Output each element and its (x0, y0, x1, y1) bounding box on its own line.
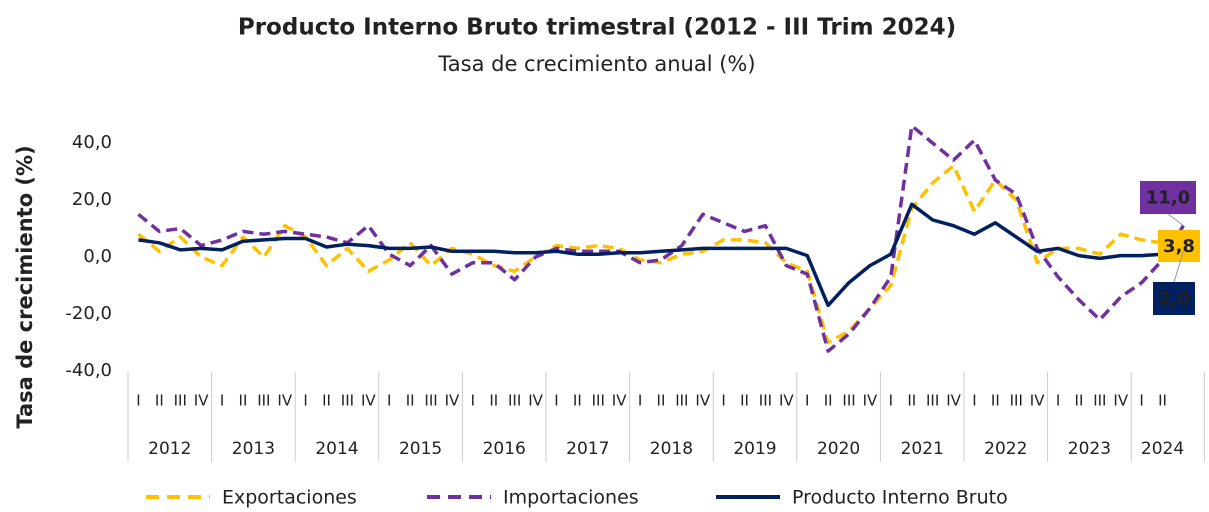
label-leader (1167, 213, 1184, 227)
legend-label: Importaciones (503, 487, 639, 509)
value-label-box (1158, 230, 1200, 262)
value-label-box (1153, 282, 1195, 315)
x-tick-label: IV (863, 392, 878, 410)
series-line (137, 164, 1184, 345)
year-label: 2012 (148, 439, 191, 459)
x-tick-label: II (1158, 392, 1167, 410)
x-tick-label: II (573, 392, 582, 410)
x-tick-label: IV (1030, 392, 1045, 410)
x-tick-label: III (508, 392, 521, 410)
value-label: 11,0 (1146, 188, 1190, 209)
x-tick-label: I (471, 392, 475, 410)
x-tick-label: III (424, 392, 437, 410)
x-tick-label: I (220, 392, 224, 410)
series-line (137, 124, 1185, 353)
x-tick-label: III (257, 392, 270, 410)
x-tick-label: IV (695, 392, 710, 410)
y-tick-label: 20,0 (72, 189, 112, 210)
x-tick-label: II (657, 392, 666, 410)
chart-title: Producto Interno Bruto trimestral (2012 … (238, 15, 956, 41)
y-axis-label: Tasa de crecimiento (%) (13, 145, 37, 428)
x-tick-label: II (740, 392, 749, 410)
x-tick-label: I (303, 392, 307, 410)
x-tick-label: IV (528, 392, 543, 410)
chart-subtitle: Tasa de crecimiento anual (%) (437, 52, 755, 76)
x-tick-label: II (322, 392, 331, 410)
year-label: 2019 (733, 439, 776, 459)
x-tick-label: II (489, 392, 498, 410)
x-tick-label: IV (779, 392, 794, 410)
x-tick-label: IV (946, 392, 961, 410)
value-label: 3,8 (1163, 236, 1195, 257)
x-tick-label: II (239, 392, 248, 410)
x-tick-label: III (341, 392, 354, 410)
x-tick-label: I (972, 392, 976, 410)
x-tick-label: I (889, 392, 893, 410)
x-tick-label: IV (194, 392, 209, 410)
x-tick-label: II (907, 392, 916, 410)
year-label: 2024 (1141, 439, 1184, 459)
y-tick-label: 40,0 (72, 132, 112, 153)
x-tick-label: II (1075, 392, 1084, 410)
x-tick-label: I (805, 392, 809, 410)
year-label: 2018 (650, 439, 693, 459)
x-tick-label: II (406, 392, 415, 410)
x-tick-label: I (1056, 392, 1060, 410)
year-label: 2016 (483, 439, 526, 459)
x-tick-label: I (387, 392, 391, 410)
value-label-box (1140, 181, 1196, 214)
y-tick-label: 0,0 (83, 246, 112, 267)
x-tick-label: II (991, 392, 1000, 410)
legend-label: Exportaciones (222, 487, 357, 509)
x-tick-label: III (759, 392, 772, 410)
x-tick-label: II (155, 392, 164, 410)
x-tick-label: III (1010, 392, 1023, 410)
series-line (138, 202, 1184, 308)
x-tick-label: I (554, 392, 558, 410)
x-tick-label: IV (445, 392, 460, 410)
year-label: 2023 (1068, 439, 1111, 459)
x-tick-label: IV (612, 392, 627, 410)
x-tick-label: IV (1113, 392, 1128, 410)
x-tick-label: I (638, 392, 642, 410)
legend-label: Producto Interno Bruto (792, 487, 1008, 509)
x-tick-label: I (1139, 392, 1143, 410)
value-label: 2,0 (1158, 289, 1190, 310)
label-leader (1173, 251, 1184, 283)
year-label: 2013 (232, 439, 275, 459)
y-tick-label: -20,0 (65, 303, 112, 324)
year-label: 2014 (315, 439, 358, 459)
x-tick-label: II (824, 392, 833, 410)
x-tick-label: I (136, 392, 140, 410)
x-tick-label: I (721, 392, 725, 410)
x-tick-label: IV (361, 392, 376, 410)
x-tick-label: III (675, 392, 688, 410)
y-tick-label: -40,0 (65, 360, 112, 381)
x-tick-label: III (592, 392, 605, 410)
year-label: 2017 (566, 439, 609, 459)
x-tick-label: III (174, 392, 187, 410)
year-label: 2020 (817, 439, 860, 459)
x-tick-label: III (926, 392, 939, 410)
x-tick-label: III (1093, 392, 1106, 410)
x-tick-label: IV (277, 392, 292, 410)
year-label: 2021 (901, 439, 944, 459)
year-label: 2015 (399, 439, 442, 459)
year-label: 2022 (984, 439, 1027, 459)
x-tick-label: III (842, 392, 855, 410)
